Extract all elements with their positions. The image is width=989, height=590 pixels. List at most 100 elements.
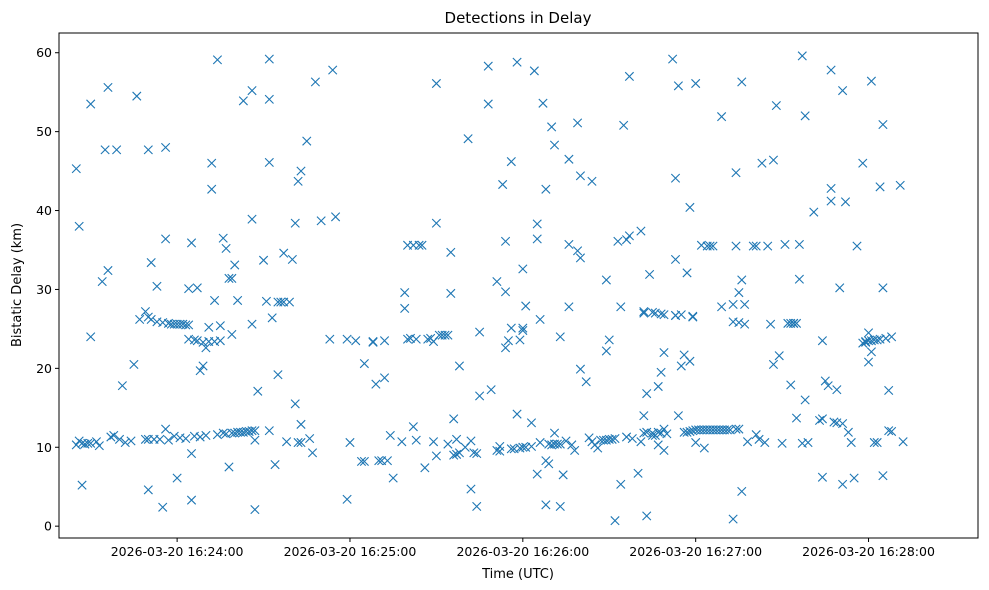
point-marker [227, 329, 237, 340]
point-marker [673, 81, 683, 91]
point-marker [368, 336, 378, 347]
point-marker [140, 434, 151, 444]
point-marker [895, 180, 905, 190]
point-marker [521, 301, 531, 311]
point-marker [310, 77, 320, 87]
point-marker [342, 494, 352, 504]
point-marker [653, 381, 663, 392]
point-marker [146, 314, 156, 325]
point-marker [431, 78, 441, 89]
point-marker [472, 448, 482, 459]
point-marker [247, 214, 257, 224]
point-marker [198, 361, 208, 371]
point-marker [861, 337, 871, 347]
point-marker [247, 86, 257, 96]
point-marker [411, 334, 421, 344]
point-marker [878, 283, 888, 293]
point-marker [86, 332, 96, 342]
point-marker [803, 437, 813, 448]
point-marker [858, 158, 868, 168]
point-marker [541, 184, 551, 194]
point-marker [250, 435, 260, 445]
point-marker [512, 409, 522, 419]
point-marker [627, 433, 637, 444]
point-marker [768, 155, 779, 165]
point-marker [250, 426, 260, 436]
point-marker [838, 86, 848, 96]
point-marker [526, 418, 537, 428]
point-marker [443, 439, 453, 449]
point-marker [161, 424, 171, 434]
point-marker [601, 275, 611, 285]
point-marker [814, 415, 825, 426]
point-marker [498, 179, 508, 190]
point-marker [731, 168, 741, 178]
point-marker [584, 433, 594, 443]
point-marker [503, 336, 514, 346]
point-marker [633, 468, 643, 478]
point-marker [201, 343, 211, 353]
point-marker [613, 236, 623, 246]
point-marker [760, 437, 770, 448]
point-marker [682, 268, 692, 278]
point-marker [233, 295, 243, 306]
point-marker [302, 136, 312, 146]
point-marker [846, 437, 856, 448]
y-tick-label: 50 [36, 124, 52, 139]
point-marker [829, 417, 839, 427]
point-marker [878, 119, 888, 130]
point-marker [544, 459, 554, 469]
y-tick-label: 60 [36, 45, 52, 60]
point-marker [423, 334, 433, 344]
point-marker [218, 233, 228, 243]
point-marker [581, 377, 591, 387]
point-marker [791, 413, 802, 423]
point-marker [639, 411, 649, 421]
point-marker [555, 501, 565, 512]
point-marker [163, 435, 174, 445]
point-marker [296, 419, 306, 429]
point-marker [253, 386, 263, 396]
y-tick-label: 10 [36, 440, 52, 455]
point-marker [86, 438, 96, 448]
point-marker [636, 437, 646, 447]
point-marker [449, 450, 459, 460]
point-marker [417, 240, 427, 250]
point-marker [100, 145, 110, 155]
point-marker [247, 319, 257, 329]
point-marker [486, 385, 496, 395]
point-marker [307, 448, 318, 458]
point-marker [838, 479, 848, 489]
point-marker [587, 176, 597, 186]
point-marker [463, 134, 473, 144]
point-marker [644, 269, 655, 280]
point-marker [359, 359, 369, 369]
point-marker [264, 94, 274, 104]
point-marker [420, 463, 430, 473]
point-marker [688, 311, 698, 321]
y-tick-label: 40 [36, 203, 52, 218]
point-marker [872, 437, 882, 448]
point-marker [379, 336, 390, 346]
point-marker [763, 241, 773, 251]
point-marker [532, 219, 542, 229]
point-marker [276, 297, 286, 307]
point-marker [356, 456, 367, 467]
point-marker [817, 414, 828, 424]
point-marker [668, 54, 678, 64]
point-marker [843, 427, 853, 437]
point-marker [610, 433, 620, 444]
point-marker [800, 395, 810, 405]
point-marker [670, 173, 681, 183]
point-marker [126, 436, 136, 446]
point-marker [740, 299, 750, 310]
point-marker [688, 312, 698, 322]
y-axis-label: Bistatic Delay (km) [10, 223, 25, 347]
point-marker [400, 288, 410, 298]
point-marker [83, 438, 93, 448]
point-marker [898, 437, 908, 447]
point-marker [454, 361, 465, 371]
point-marker [440, 330, 450, 340]
point-marker [103, 82, 113, 93]
point-marker [621, 432, 632, 442]
